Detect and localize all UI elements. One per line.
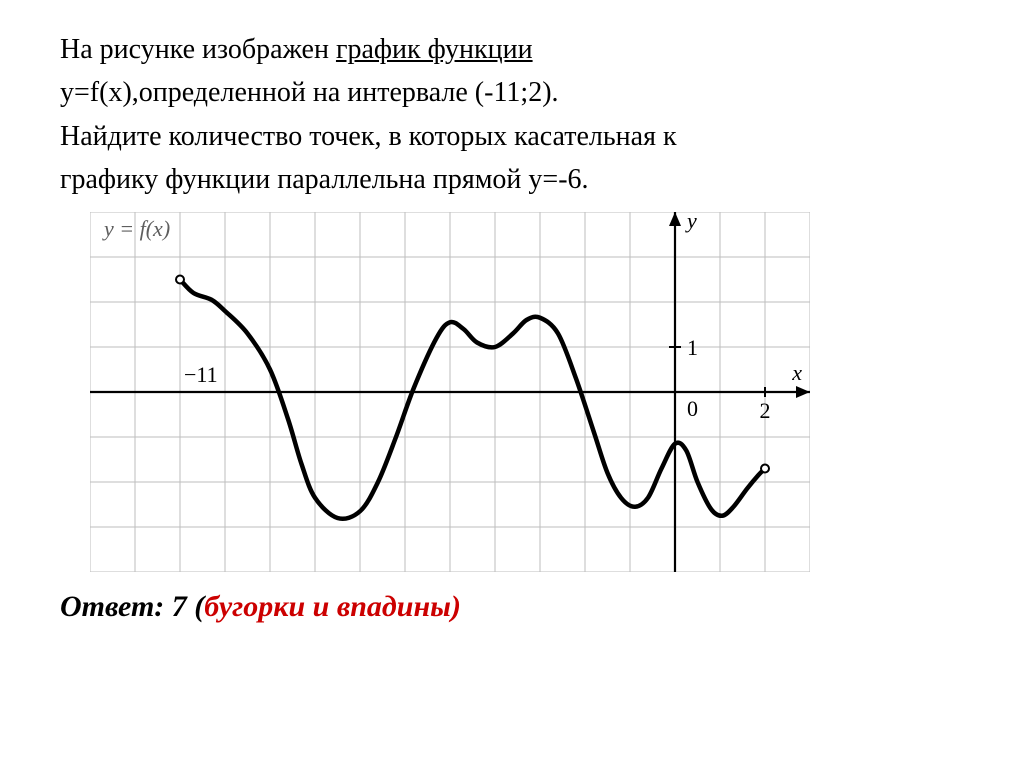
answer-prefix: Ответ: 7 ( [60,590,204,623]
function-graph: y = f(x) y x 0 1 2 −11 [90,212,810,572]
chart-area: y = f(x) y x 0 1 2 −11 [90,212,920,572]
svg-text:−11: −11 [184,362,218,387]
svg-text:x: x [791,360,802,385]
problem-line2: y=f(x),определенной на интервале (-11;2)… [60,77,559,108]
problem-line1-pre: На рисунке изображен [60,34,336,65]
svg-text:2: 2 [760,398,771,423]
problem-text: На рисунке изображен график функции y=f(… [60,28,964,202]
svg-text:y: y [685,212,697,233]
svg-text:1: 1 [687,335,698,360]
answer-suffix: ) [451,590,461,623]
svg-text:y = f(x): y = f(x) [102,216,170,241]
answer-text: Ответ: 7 (бугорки и впадины) [60,590,964,624]
problem-line4: графику функции параллельна прямой y=-6. [60,164,589,195]
answer-hint: бугорки и впадины [204,590,451,623]
problem-line3: Найдите количество точек, в которых каса… [60,121,677,152]
svg-text:0: 0 [687,396,698,421]
problem-line1-underline: график функции [336,34,533,65]
